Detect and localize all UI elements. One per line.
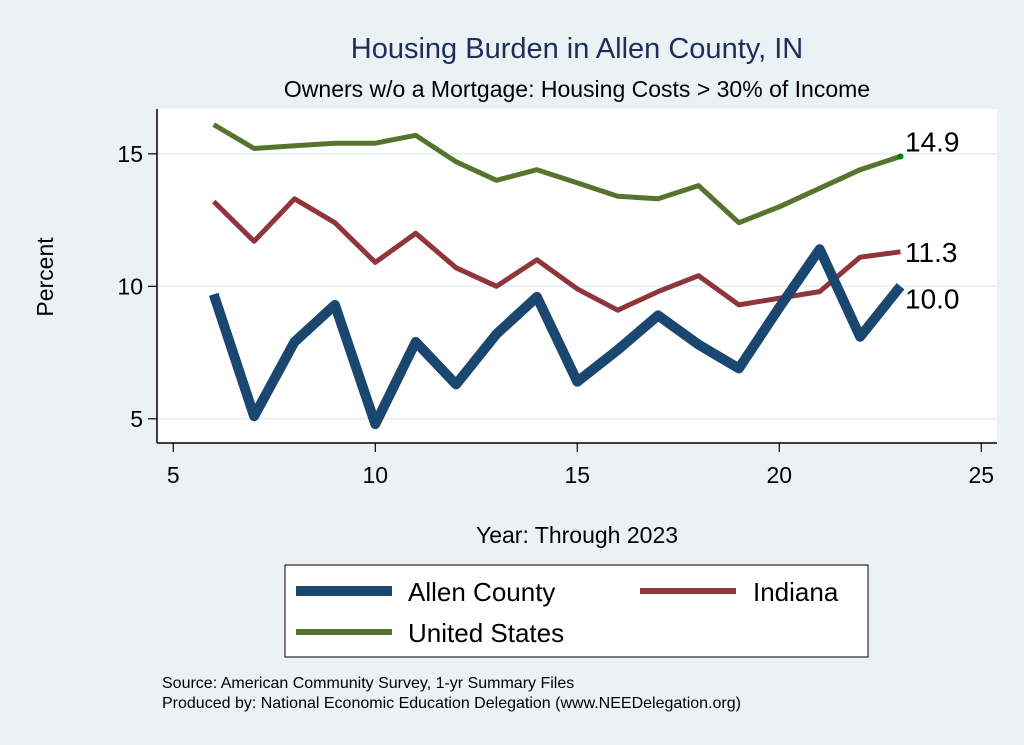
chart-title: Housing Burden in Allen County, IN bbox=[351, 33, 803, 65]
x-tick-label-10: 10 bbox=[363, 462, 389, 488]
x-tick-label-5: 5 bbox=[167, 462, 180, 488]
y-axis-ticks: 5 10 15 bbox=[117, 141, 157, 432]
source-note: Source: American Community Survey, 1-yr … bbox=[162, 675, 574, 692]
x-axis-title: Year: Through 2023 bbox=[476, 522, 678, 548]
y-axis-title: Percent bbox=[32, 237, 58, 317]
legend-label-allen-county: Allen County bbox=[408, 577, 555, 607]
legend-box bbox=[284, 564, 869, 658]
series-line-allen-county bbox=[208, 244, 905, 430]
y-tick-label-10: 10 bbox=[117, 273, 143, 299]
end-label-allen-county: 10.0 bbox=[905, 283, 960, 314]
end-label-indiana: 11.3 bbox=[905, 237, 957, 268]
x-axis-ticks: 5 10 15 20 25 bbox=[167, 443, 994, 488]
produced-by-note: Produced by: National Economic Education… bbox=[162, 695, 741, 712]
x-tick-label-20: 20 bbox=[767, 462, 793, 488]
x-tick-label-25: 25 bbox=[969, 462, 995, 488]
chart-subtitle: Owners w/o a Mortgage: Housing Costs > 3… bbox=[284, 76, 870, 102]
legend-label-indiana: Indiana bbox=[753, 577, 839, 607]
plot-area bbox=[157, 109, 997, 443]
end-marker-united-states bbox=[897, 153, 904, 160]
series-line-united-states bbox=[212, 122, 902, 226]
end-label-united-states: 14.9 bbox=[905, 126, 960, 157]
x-tick-label-15: 15 bbox=[565, 462, 591, 488]
y-tick-label-5: 5 bbox=[130, 406, 143, 432]
legend: Allen County Indiana United States bbox=[284, 564, 869, 658]
series-lines bbox=[208, 122, 905, 430]
legend-label-united-states: United States bbox=[408, 618, 564, 648]
y-tick-label-15: 15 bbox=[117, 141, 143, 167]
end-labels: 10.0 11.3 14.9 bbox=[905, 126, 960, 314]
